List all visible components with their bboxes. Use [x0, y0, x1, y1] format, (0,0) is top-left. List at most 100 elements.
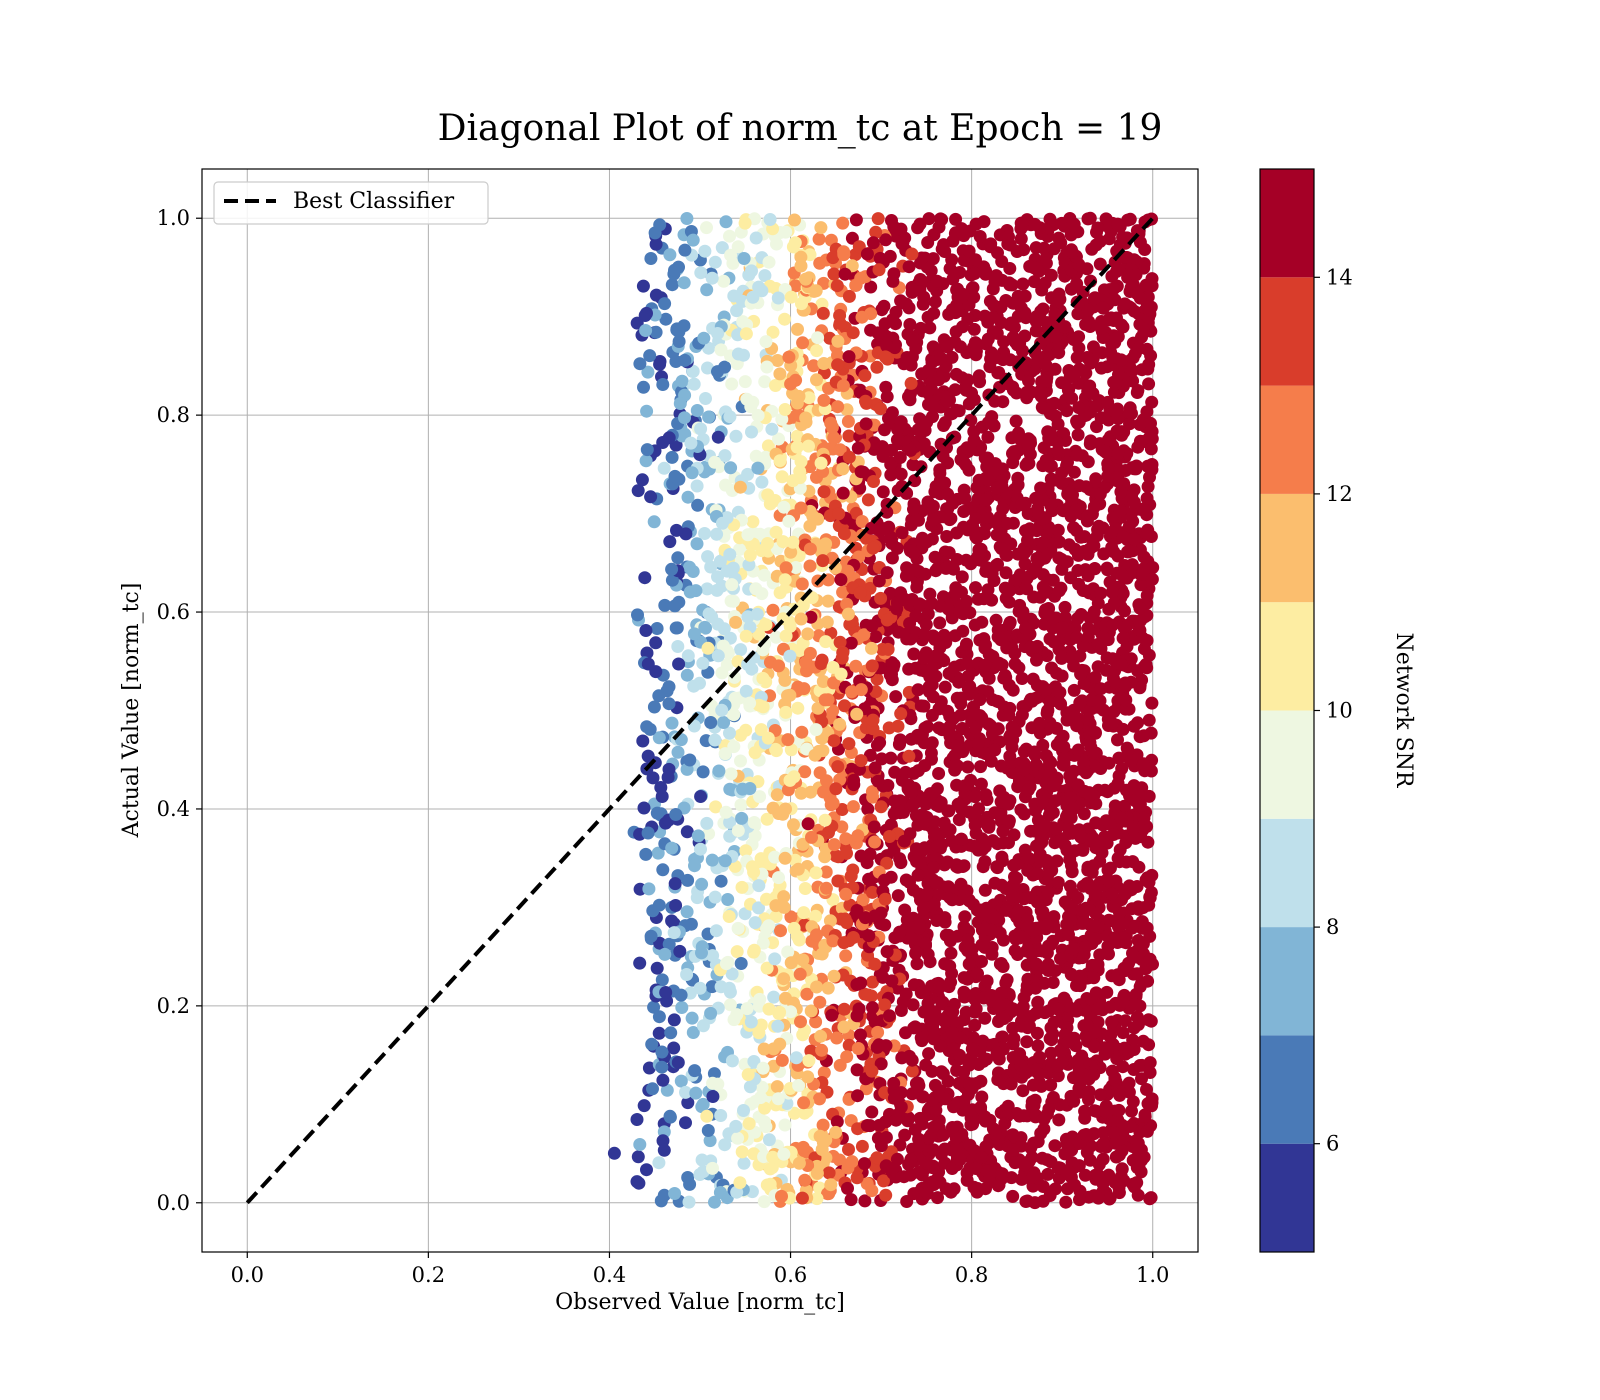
scatter-point — [919, 1156, 933, 1170]
scatter-point — [765, 422, 779, 436]
scatter-point — [935, 1065, 948, 1079]
scatter-point — [833, 309, 847, 322]
scatter-point — [968, 790, 982, 804]
scatter-point — [770, 788, 784, 802]
scatter-point — [724, 248, 738, 262]
scatter-point — [829, 849, 843, 863]
scatter-point — [751, 409, 765, 422]
scatter-point — [898, 903, 912, 917]
scatter-point — [786, 535, 800, 549]
scatter-point — [879, 1131, 893, 1144]
scatter-point — [665, 573, 679, 587]
scatter-point — [928, 1078, 942, 1092]
scatter-point — [975, 615, 989, 629]
scatter-point — [1101, 1042, 1115, 1056]
scatter-point — [871, 212, 885, 226]
scatter-point — [886, 1162, 900, 1175]
scatter-point — [1022, 374, 1035, 388]
scatter-point — [965, 942, 979, 956]
scatter-point — [753, 790, 767, 804]
scatter-point — [1051, 1002, 1065, 1016]
scatter-point — [934, 437, 948, 451]
scatter-point — [910, 580, 924, 594]
scatter-point — [809, 284, 823, 298]
scatter-point — [717, 716, 731, 729]
scatter-point — [773, 1037, 787, 1051]
scatter-point — [1081, 621, 1095, 635]
scatter-point — [1030, 491, 1044, 505]
scatter-point — [1022, 852, 1036, 865]
scatter-point — [1006, 516, 1020, 530]
scatter-point — [1088, 1040, 1101, 1054]
scatter-point — [667, 1041, 681, 1055]
scatter-point — [886, 661, 900, 675]
scatter-point — [784, 956, 798, 970]
scatter-point — [756, 1061, 770, 1075]
scatter-point — [1114, 485, 1128, 499]
scatter-point — [742, 1117, 756, 1131]
scatter-point — [1089, 472, 1103, 486]
scatter-point — [1110, 265, 1123, 278]
scatter-point — [1024, 891, 1037, 905]
scatter-point — [749, 231, 763, 245]
scatter-point — [1111, 851, 1125, 865]
scatter-point — [749, 449, 763, 463]
scatter-point — [833, 635, 847, 649]
scatter-point — [950, 739, 964, 753]
scatter-point — [877, 873, 891, 887]
scatter-point — [790, 429, 804, 443]
scatter-point — [1107, 282, 1121, 296]
scatter-point — [1093, 257, 1107, 271]
scatter-point — [763, 1177, 777, 1191]
scatter-point — [667, 1013, 681, 1027]
scatter-point — [1084, 833, 1097, 847]
scatter-point — [827, 838, 841, 852]
scatter-point — [1058, 600, 1072, 614]
scatter-point — [796, 1140, 810, 1154]
scatter-point — [1064, 571, 1078, 585]
scatter-point — [817, 485, 831, 499]
scatter-point — [991, 997, 1005, 1011]
scatter-point — [797, 1096, 811, 1110]
scatter-point — [1015, 1172, 1029, 1186]
scatter-point — [1107, 705, 1121, 719]
scatter-point — [1055, 669, 1069, 683]
scatter-point — [700, 582, 714, 596]
scatter-point — [1093, 948, 1107, 962]
scatter-point — [715, 241, 729, 255]
scatter-point — [640, 443, 654, 457]
scatter-point — [797, 906, 811, 920]
scatter-point — [1088, 726, 1102, 739]
scatter-point — [991, 630, 1005, 644]
scatter-point — [1081, 212, 1095, 226]
scatter-point — [916, 902, 930, 916]
scatter-point — [1019, 1195, 1033, 1208]
scatter-point — [737, 252, 751, 265]
scatter-point — [1137, 729, 1151, 743]
scatter-point — [803, 646, 817, 660]
scatter-point — [858, 369, 872, 383]
scatter-point — [748, 829, 762, 843]
scatter-point — [745, 860, 759, 874]
scatter-point — [799, 272, 813, 286]
scatter-point — [855, 1139, 869, 1153]
scatter-point — [949, 403, 963, 417]
scatter-point — [879, 380, 893, 394]
scatter-point — [890, 541, 904, 555]
scatter-point — [645, 1037, 659, 1051]
scatter-point — [954, 832, 968, 846]
scatter-point — [846, 931, 860, 944]
scatter-point — [781, 945, 795, 959]
scatter-point — [1096, 1137, 1110, 1151]
scatter-point — [903, 875, 916, 889]
scatter-point — [968, 267, 982, 280]
scatter-point — [866, 790, 880, 804]
scatter-point — [1105, 887, 1119, 901]
scatter-point — [1079, 766, 1093, 780]
scatter-point — [943, 934, 957, 948]
scatter-point — [1116, 320, 1130, 334]
scatter-point — [723, 229, 736, 243]
scatter-point — [637, 1099, 651, 1113]
scatter-point — [932, 373, 946, 387]
scatter-point — [957, 859, 971, 873]
